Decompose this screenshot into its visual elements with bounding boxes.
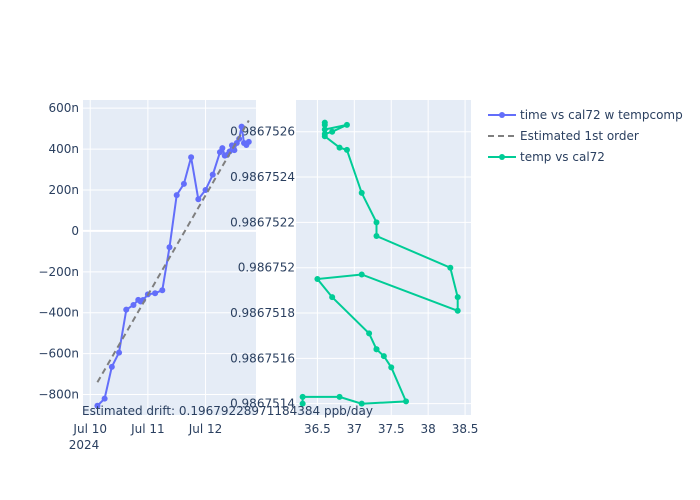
plot-bg-right [296, 100, 471, 415]
legend-marker [499, 112, 505, 118]
data-point-time-vs-cal72 [188, 154, 195, 161]
right-x-tick-label: 38 [421, 422, 436, 436]
data-point-temp-vs-cal72 [321, 130, 328, 137]
data-point-time-vs-cal72 [108, 363, 115, 370]
data-point-temp-vs-cal72 [373, 232, 380, 239]
data-point-temp-vs-cal72 [358, 189, 365, 196]
right-x-tick-label: 36.5 [304, 422, 331, 436]
legend-marker [499, 154, 505, 160]
axis-ticks: −800n −600n −400n −200n 0 200n 400n 600n Jul 10 J… [38, 101, 478, 436]
data-point-temp-vs-cal72 [336, 144, 343, 151]
legend-item-label: time vs cal72 w tempcomp [520, 108, 683, 122]
left-x-tick-label: Jul 11 [130, 422, 165, 436]
data-point-temp-vs-cal72 [336, 393, 343, 400]
left-x-tick-label: Jul 10 [72, 422, 107, 436]
drift-annotation: Estimated drift: 0.19679228971184384 ppb… [82, 404, 373, 418]
data-point-time-vs-cal72 [245, 138, 252, 145]
legend-item-label: temp vs cal72 [520, 150, 605, 164]
data-point-temp-vs-cal72 [358, 271, 365, 278]
data-point-temp-vs-cal72 [329, 294, 336, 301]
data-point-temp-vs-cal72 [343, 146, 350, 153]
left-y-tick-label: −800n [38, 388, 79, 402]
data-point-time-vs-cal72 [130, 301, 137, 308]
data-point-temp-vs-cal72 [447, 264, 454, 271]
right-y-tick-label: 0.9867514 [230, 397, 295, 411]
right-x-tick-label: 38.5 [452, 422, 479, 436]
data-point-time-vs-cal72 [94, 402, 101, 409]
series-layer [94, 119, 461, 409]
data-point-temp-vs-cal72 [358, 400, 365, 407]
data-point-temp-vs-cal72 [366, 330, 373, 337]
left-y-tick-label: −200n [38, 265, 79, 279]
right-y-tick-label: 0.986752 [238, 261, 295, 275]
right-x-tick-label: 37 [347, 422, 362, 436]
data-point-time-vs-cal72 [101, 395, 108, 402]
data-point-temp-vs-cal72 [299, 400, 306, 407]
data-point-temp-vs-cal72 [373, 219, 380, 226]
left-y-tick-label: 400n [48, 142, 79, 156]
left-y-tick-label: −600n [38, 347, 79, 361]
legend: time vs cal72 w tempcomp Estimated 1st or… [488, 108, 683, 164]
data-point-time-vs-cal72 [159, 287, 166, 294]
data-point-temp-vs-cal72 [321, 119, 328, 126]
data-point-temp-vs-cal72 [299, 393, 306, 400]
data-point-time-vs-cal72 [166, 244, 173, 251]
data-point-temp-vs-cal72 [373, 346, 380, 353]
left-y-tick-label: −400n [38, 306, 79, 320]
right-y-tick-label: 0.9867516 [230, 351, 295, 365]
data-point-time-vs-cal72 [238, 123, 245, 130]
series-line-estimated-first-order [96, 119, 250, 383]
right-y-tick-label: 0.9867524 [230, 170, 295, 184]
data-point-temp-vs-cal72 [403, 398, 410, 405]
data-point-time-vs-cal72 [219, 145, 226, 152]
data-point-temp-vs-cal72 [380, 353, 387, 360]
data-point-time-vs-cal72 [195, 196, 202, 203]
data-point-temp-vs-cal72 [343, 121, 350, 128]
left-x-tick-label: Jul 12 [188, 422, 223, 436]
data-point-temp-vs-cal72 [454, 294, 461, 301]
right-y-tick-label: 0.9867526 [230, 125, 295, 139]
data-point-temp-vs-cal72 [321, 126, 328, 133]
right-y-tick-label: 0.9867518 [230, 306, 295, 320]
legend-item-label: Estimated 1st order [520, 129, 639, 143]
left-y-tick-label: 200n [48, 183, 79, 197]
data-point-time-vs-cal72 [152, 290, 159, 297]
data-point-temp-vs-cal72 [388, 364, 395, 371]
data-point-time-vs-cal72 [180, 180, 187, 187]
right-y-tick-label: 0.9867522 [230, 215, 295, 229]
data-point-temp-vs-cal72 [454, 307, 461, 314]
left-y-tick-label: 0 [71, 224, 79, 238]
data-point-time-vs-cal72 [173, 192, 180, 199]
right-x-tick-label: 37.5 [378, 422, 405, 436]
data-point-temp-vs-cal72 [314, 276, 321, 283]
data-point-temp-vs-cal72 [329, 128, 336, 135]
data-point-time-vs-cal72 [209, 171, 216, 178]
x-year-label: 2024 [69, 438, 100, 452]
data-point-time-vs-cal72 [123, 306, 130, 313]
data-point-time-vs-cal72 [116, 349, 123, 356]
left-y-tick-label: 600n [48, 101, 79, 115]
